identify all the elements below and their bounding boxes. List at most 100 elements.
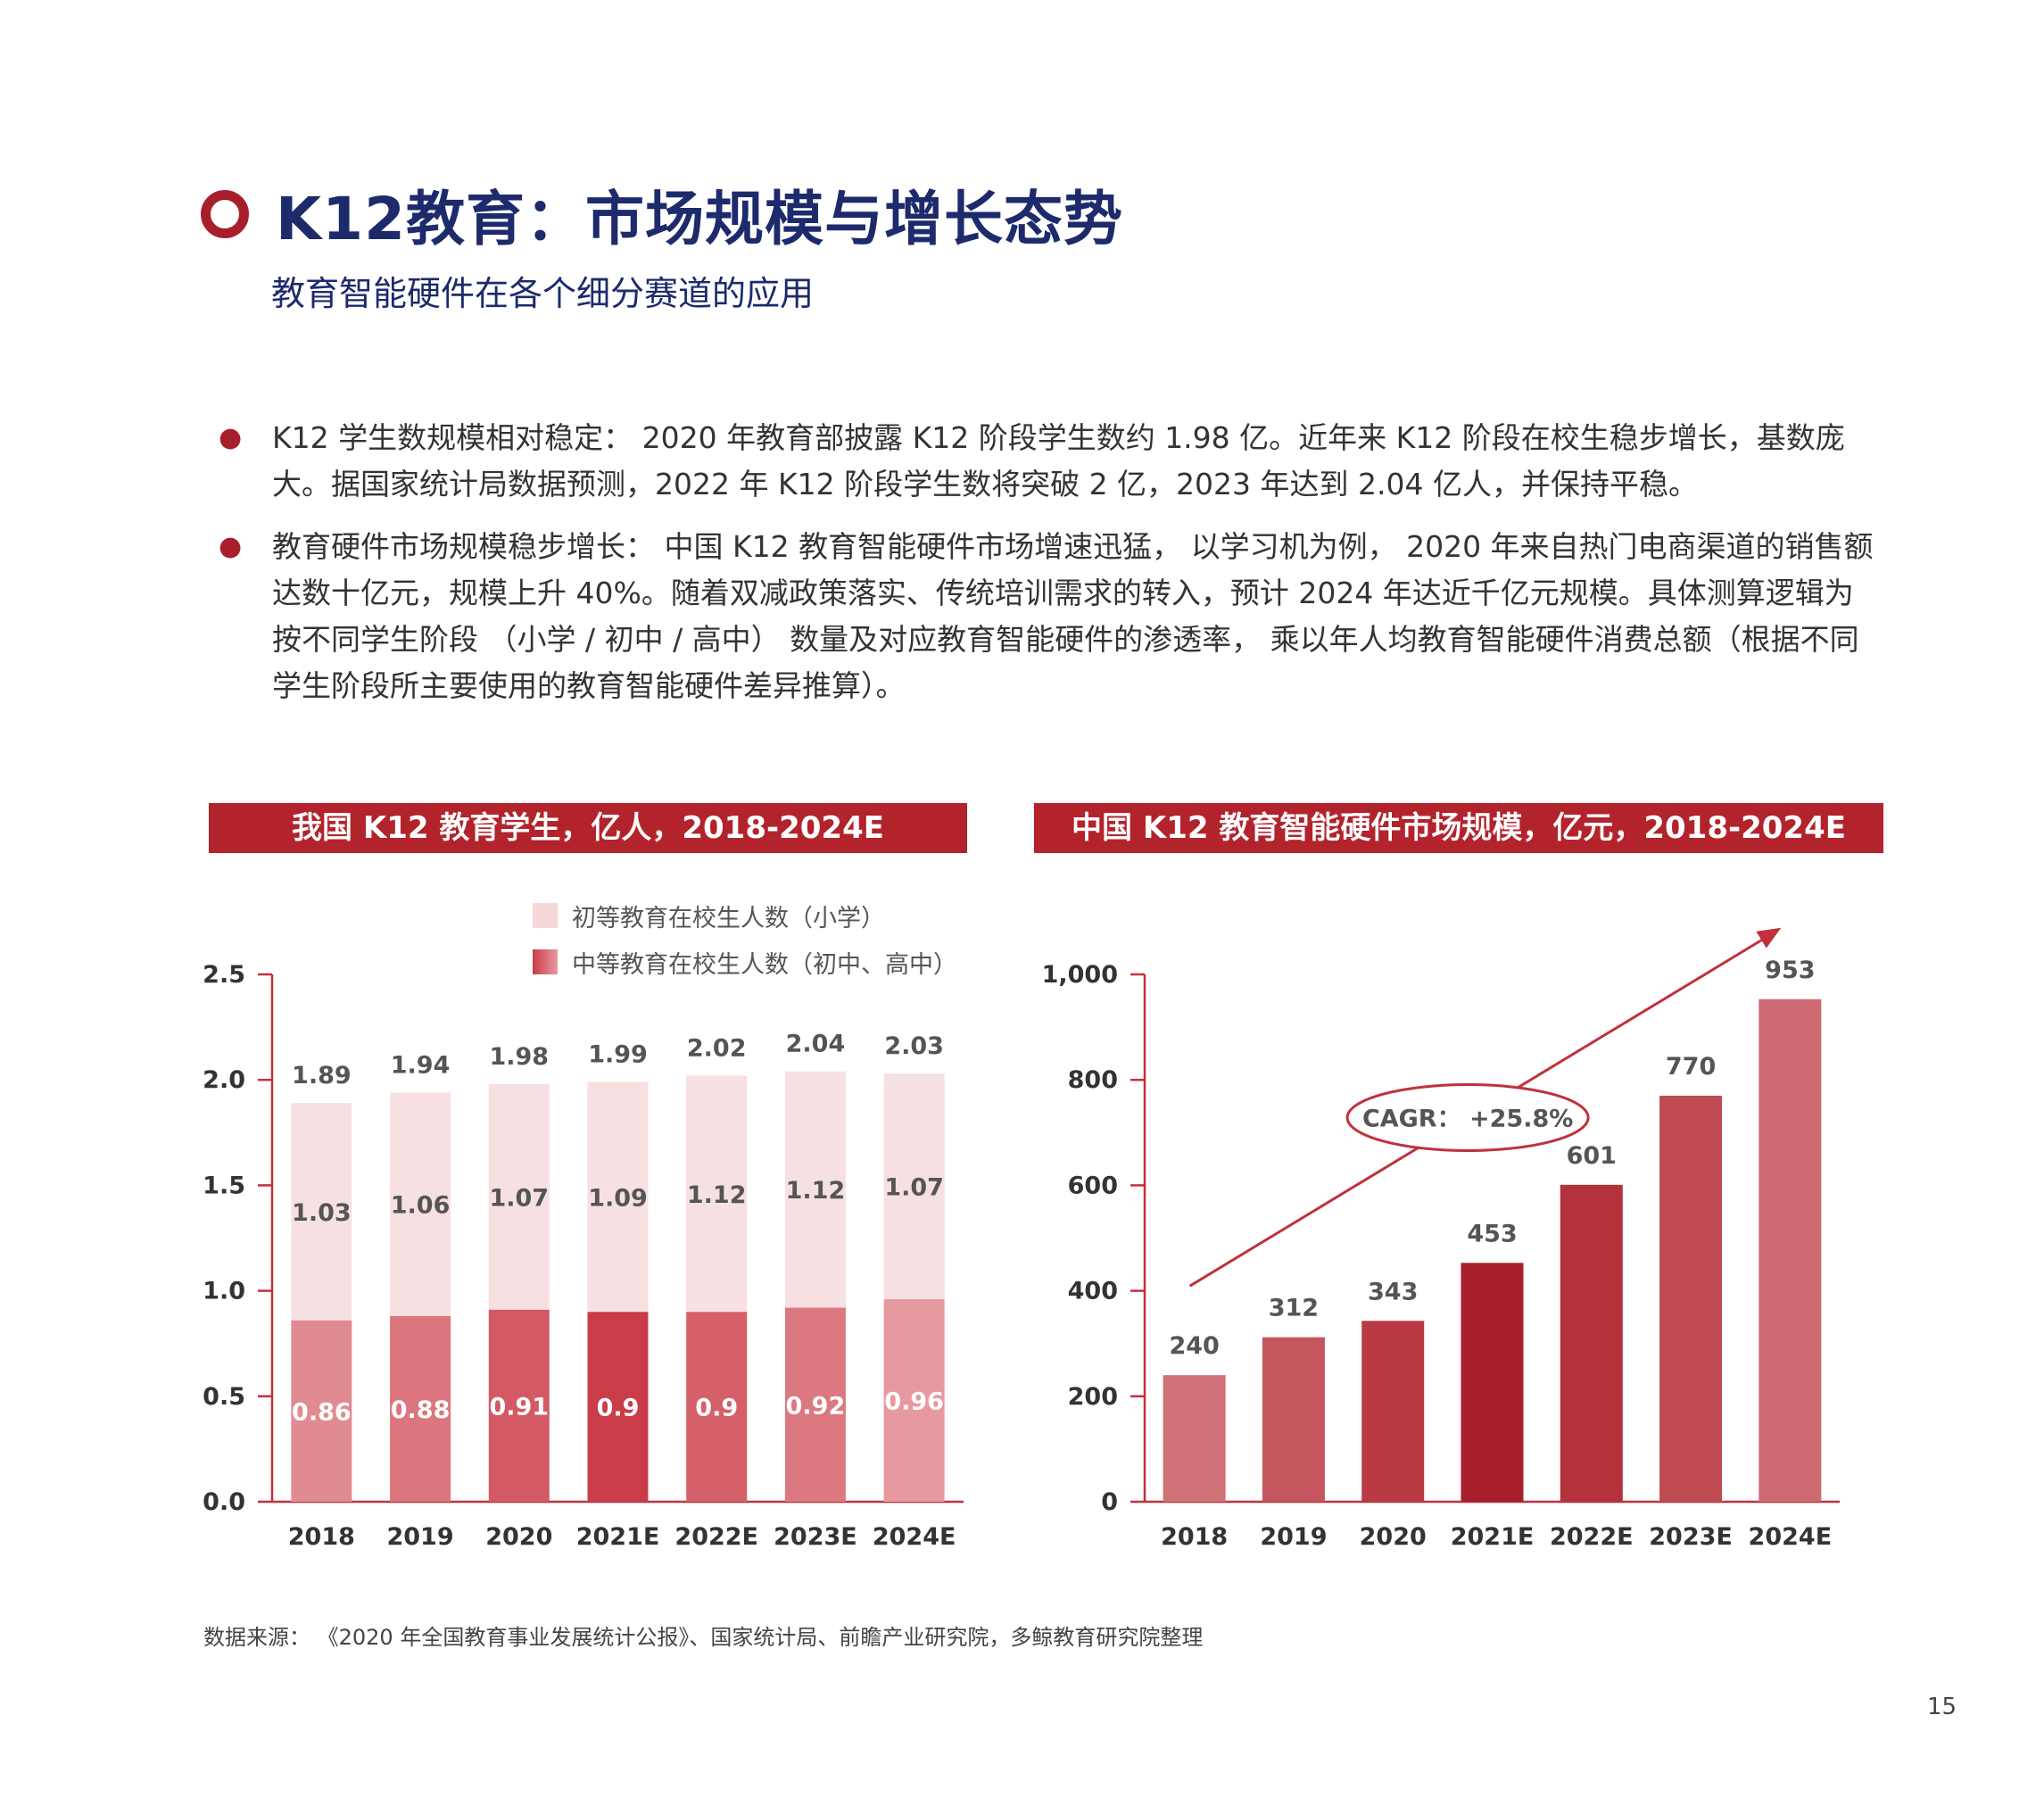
- chart1-total-label: 1.98: [489, 1043, 549, 1071]
- chart1-total-label: 2.03: [884, 1032, 944, 1060]
- chart1-x-tick-label: 2019: [386, 1523, 453, 1551]
- chart1-data-label-secondary: 0.9: [597, 1395, 640, 1422]
- bullet-label: 教育硬件市场规模稳步增长：: [272, 529, 655, 564]
- chart1-data-label-primary: 1.09: [588, 1184, 648, 1212]
- chart2-bar: [1262, 1337, 1325, 1502]
- data-source: 数据来源： 《2020 年全国教育事业发展统计公报》、国家统计局、前瞻产业研究院…: [203, 1625, 1204, 1650]
- chart1-x-tick-label: 2020: [485, 1523, 552, 1551]
- chart1-bar-primary: [390, 1092, 451, 1316]
- chart1-data-label-secondary: 0.88: [391, 1396, 451, 1424]
- chart1-data-label-secondary: 0.92: [786, 1392, 846, 1420]
- chart1-bar-primary: [488, 1083, 550, 1310]
- chart2-bar: [1659, 1095, 1723, 1502]
- chart2-data-label: 343: [1368, 1278, 1418, 1305]
- chart1-bar-primary: [291, 1103, 352, 1321]
- chart1-data-label-primary: 1.12: [786, 1177, 846, 1205]
- chart2-x-tick-label: 2018: [1161, 1523, 1228, 1551]
- chart1-bar-secondary: [587, 1312, 649, 1502]
- chart2-y-tick-label: 200: [1068, 1383, 1118, 1411]
- chart1-bar-secondary: [686, 1312, 748, 1502]
- chart1-total-label: 1.99: [588, 1041, 648, 1069]
- chart1-x-tick-label: 2024E: [873, 1523, 956, 1551]
- chart2-x-tick-label: 2021E: [1451, 1523, 1535, 1551]
- chart2-data-label: 953: [1765, 957, 1815, 984]
- chart1-y-tick-label: 0.5: [203, 1383, 245, 1411]
- bullet-dot-icon: ●: [219, 531, 243, 562]
- bullet-dot-icon: ●: [219, 422, 243, 453]
- chart2-y-tick-label: 1,000: [1042, 961, 1118, 989]
- chart1-x-tick-label: 2023E: [774, 1523, 857, 1551]
- chart1-x-tick-label: 2022E: [674, 1523, 758, 1551]
- chart2-x-tick-label: 2024E: [1749, 1523, 1833, 1551]
- chart1-bar-primary: [883, 1073, 945, 1300]
- chart1-data-label-secondary: 0.96: [884, 1388, 944, 1416]
- chart2-data-label: 312: [1269, 1295, 1319, 1322]
- chart2-y-tick-label: 0: [1101, 1488, 1118, 1516]
- chart1-data-label-primary: 1.07: [489, 1184, 549, 1212]
- chart1-data-label-primary: 1.12: [687, 1181, 747, 1209]
- cagr-callout-ellipse: [1345, 1083, 1590, 1153]
- legend-swatch-secondary: [533, 949, 558, 974]
- chart2-bar: [1461, 1263, 1524, 1502]
- chart2-bar: [1361, 1321, 1425, 1502]
- chart1-data-label-secondary: 0.91: [489, 1393, 549, 1421]
- chart1-bar-secondary: [291, 1320, 352, 1502]
- bullet-text: K12 学生数规模相对稳定： 2020 年教育部披露 K12 阶段学生数约 1.…: [272, 415, 1878, 508]
- legend-label-secondary: 中等教育在校生人数（初中、高中）: [572, 950, 957, 979]
- chart1-bar-secondary: [784, 1307, 846, 1502]
- chart1-total-label: 2.02: [687, 1034, 747, 1062]
- page-subtitle: 教育智能硬件在各个细分赛道的应用: [271, 274, 815, 313]
- chart1-total-label: 2.04: [786, 1031, 846, 1058]
- chart1-legend: 初等教育在校生人数（小学） 中等教育在校生人数（初中、高中）: [533, 892, 957, 985]
- cagr-callout-label: CAGR： +25.8%: [1362, 1106, 1573, 1133]
- chart1-y-tick-label: 1.5: [203, 1172, 245, 1199]
- chart1-y-tick-label: 0.0: [203, 1488, 245, 1516]
- chart1-data-label-secondary: 0.9: [695, 1395, 738, 1422]
- chart1-bar-primary: [686, 1075, 748, 1313]
- chart1-data-label-primary: 1.07: [884, 1174, 944, 1202]
- chart1-bar-primary: [587, 1081, 649, 1313]
- chart2-title: 中国 K12 教育智能硬件市场规模，亿元，2018-2024E: [1034, 803, 1883, 853]
- legend-swatch-primary: [533, 903, 558, 928]
- chart2-x-tick-label: 2022E: [1550, 1523, 1634, 1551]
- bullet-body: 2020 年教育部披露 K12 阶段学生数约 1.98 亿。近年来 K12 阶段…: [272, 420, 1845, 501]
- bullet-item: ● 教育硬件市场规模稳步增长： 中国 K12 教育智能硬件市场增速迅猛， 以学习…: [219, 524, 1878, 709]
- legend-item-primary: 初等教育在校生人数（小学）: [533, 892, 957, 939]
- chart2-data-label: 601: [1567, 1142, 1617, 1170]
- chart2-y-tick-label: 400: [1068, 1278, 1118, 1305]
- chart1-total-label: 1.89: [292, 1062, 352, 1090]
- chart1-data-label-secondary: 0.86: [292, 1398, 352, 1426]
- bullet-list: ● K12 学生数规模相对稳定： 2020 年教育部披露 K12 阶段学生数约 …: [219, 415, 1878, 725]
- growth-arrow-head-icon: [1756, 927, 1782, 949]
- chart2-y-tick-label: 600: [1068, 1172, 1118, 1199]
- chart1-y-tick-label: 2.0: [203, 1066, 245, 1094]
- chart2-x-tick-label: 2023E: [1649, 1523, 1733, 1551]
- chart2-bar: [1759, 998, 1822, 1502]
- legend-label-primary: 初等教育在校生人数（小学）: [572, 904, 885, 932]
- page-number: 15: [1927, 1694, 1957, 1720]
- bullet-text: 教育硬件市场规模稳步增长： 中国 K12 教育智能硬件市场增速迅猛， 以学习机为…: [272, 524, 1878, 709]
- chart1-x-tick-label: 2018: [288, 1523, 355, 1551]
- title-row: K12教育：市场规模与增长态势: [201, 171, 1123, 257]
- chart1-bar-secondary: [488, 1309, 550, 1502]
- bullet-item: ● K12 学生数规模相对稳定： 2020 年教育部披露 K12 阶段学生数约 …: [219, 415, 1878, 508]
- legend-item-secondary: 中等教育在校生人数（初中、高中）: [533, 939, 957, 985]
- chart2-x-tick-label: 2020: [1360, 1523, 1427, 1551]
- circle-bullet-icon: [201, 190, 249, 238]
- chart1-title: 我国 K12 教育学生，亿人，2018-2024E: [209, 803, 967, 853]
- chart1-y-tick-label: 2.5: [203, 961, 245, 989]
- chart2-data-label: 240: [1169, 1332, 1219, 1360]
- chart1-bar-secondary: [390, 1315, 451, 1502]
- chart1-bar-primary: [784, 1071, 846, 1308]
- chart2-data-label: 770: [1666, 1053, 1716, 1081]
- chart1-data-label-primary: 1.03: [292, 1199, 352, 1227]
- bullet-body: 中国 K12 教育智能硬件市场增速迅猛， 以学习机为例， 2020 年来自热门电…: [272, 529, 1874, 703]
- page-title: K12教育：市场规模与增长态势: [276, 185, 1123, 253]
- chart1-y-tick-label: 1.0: [203, 1278, 245, 1305]
- chart2-bar: [1560, 1184, 1623, 1502]
- chart1-x-tick-label: 2021E: [576, 1523, 660, 1551]
- chart1-data-label-primary: 1.06: [391, 1192, 451, 1220]
- chart2-bar: [1163, 1375, 1226, 1502]
- bullet-label: K12 学生数规模相对稳定：: [272, 420, 633, 455]
